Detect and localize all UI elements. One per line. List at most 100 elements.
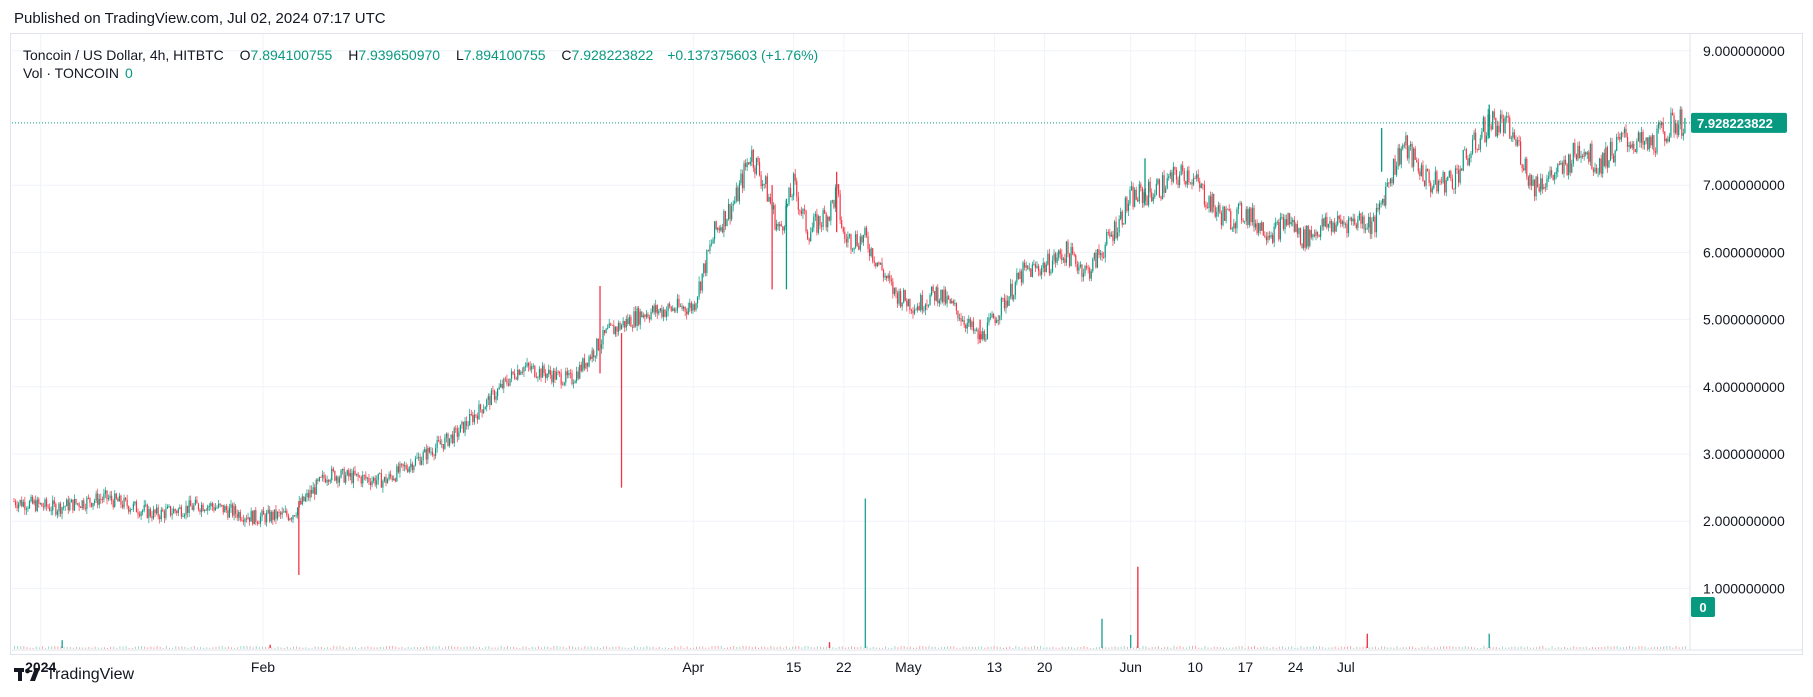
candle-body: [1468, 158, 1471, 166]
candle-body: [489, 396, 491, 406]
candle-body: [38, 499, 40, 504]
volume-bar: [506, 646, 508, 649]
candle-body: [137, 512, 139, 515]
volume-bar: [41, 646, 43, 649]
candle-body: [1117, 232, 1119, 238]
volume-bar: [1300, 645, 1302, 649]
volume-bar: [206, 647, 208, 649]
candle-body: [1541, 178, 1543, 190]
candle-body: [1244, 220, 1246, 222]
volume-bar: [1464, 646, 1466, 649]
candle-body: [901, 302, 903, 307]
candle-body: [1535, 176, 1537, 197]
candle-body: [858, 245, 860, 250]
candle-body: [1470, 153, 1472, 159]
candle-body: [630, 316, 632, 327]
volume-bar: [82, 647, 84, 649]
x-tick-label: Apr: [682, 659, 704, 675]
candle-body: [320, 477, 322, 478]
volume-bar: [1430, 647, 1432, 649]
volume-bar: [1157, 646, 1159, 649]
candle-body: [745, 163, 747, 168]
volume-bar: [779, 646, 781, 649]
candle-body: [1042, 262, 1044, 268]
volume-bar: [1170, 647, 1172, 649]
candle-body: [1290, 222, 1292, 225]
candle-body: [1171, 172, 1173, 182]
candle-body: [656, 305, 658, 314]
candle-body: [1107, 231, 1109, 233]
candle-body: [497, 389, 499, 397]
candle-body: [414, 458, 417, 466]
candle-body: [549, 369, 551, 375]
volume-bar: [652, 646, 654, 649]
candle-body: [923, 309, 925, 311]
candle-body: [1003, 298, 1006, 309]
volume-bar: [23, 646, 25, 649]
volume-bar: [234, 647, 236, 649]
volume-bar: [1312, 646, 1314, 649]
candle-body: [1361, 216, 1364, 224]
candle-body: [483, 409, 485, 414]
volume-bar: [488, 646, 490, 649]
volume-bar: [237, 647, 239, 649]
candle-body: [1575, 154, 1577, 160]
candle-body: [853, 247, 855, 250]
volume-bar: [1409, 646, 1410, 649]
candle-body: [1095, 253, 1097, 268]
x-tick-label: Jun: [1119, 659, 1142, 675]
candle-body: [1234, 223, 1236, 229]
candle-body: [851, 249, 854, 251]
volume-bar: [1055, 647, 1057, 649]
candle-body: [1050, 271, 1052, 274]
volume-bar: [429, 646, 431, 649]
volume-bar: [581, 647, 583, 649]
volume-bar: [1576, 647, 1578, 649]
volume-bar: [165, 645, 167, 649]
candle-body: [33, 500, 35, 504]
volume-bar: [1619, 647, 1621, 649]
volume-bar: [665, 647, 666, 649]
volume-bar: [593, 647, 595, 649]
candle-body: [138, 514, 141, 517]
volume-bar: [826, 646, 828, 649]
volume-bar: [187, 647, 189, 649]
candle-body: [231, 504, 234, 516]
volume-bar: [1167, 646, 1169, 649]
volume-spike: [1366, 633, 1369, 648]
candle-body: [1563, 159, 1565, 174]
candle-body: [712, 239, 714, 244]
volume-bar: [944, 647, 945, 649]
volume-bar: [503, 647, 505, 649]
candle-body: [1027, 265, 1029, 269]
volume-bar: [1331, 647, 1333, 649]
volume-bar: [717, 645, 719, 649]
chart-frame[interactable]: [10, 33, 1803, 655]
volume-bar: [240, 646, 242, 649]
candle-body: [1148, 181, 1150, 205]
candle-body: [1368, 216, 1370, 228]
volume-bar: [900, 646, 902, 649]
volume-bar: [764, 646, 766, 649]
volume-bar: [807, 645, 809, 649]
volume-bar: [838, 646, 840, 649]
candle-body: [228, 507, 231, 518]
candle-body: [590, 356, 592, 360]
candle-body: [87, 497, 89, 499]
volume-bar: [782, 647, 784, 649]
candle-body: [546, 373, 548, 378]
candle-body: [1634, 148, 1636, 153]
candle-body: [982, 331, 984, 340]
candle-body: [1490, 125, 1492, 130]
candle-body: [810, 232, 812, 242]
candle-body: [70, 499, 72, 503]
candle-body: [1372, 216, 1374, 222]
footer[interactable]: TradingView: [14, 666, 134, 684]
candle-body: [1315, 231, 1317, 237]
candle-body: [1682, 133, 1684, 136]
candle-body: [1296, 223, 1298, 234]
candle-body: [1281, 217, 1283, 219]
volume-bar: [54, 646, 56, 649]
candle-body: [766, 176, 768, 202]
